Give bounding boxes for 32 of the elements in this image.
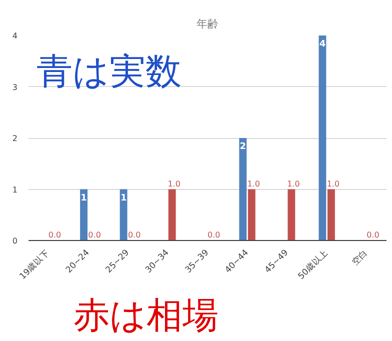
bar xyxy=(239,138,247,240)
data-label: 1.0 xyxy=(247,179,260,188)
y-tick-label: 2 xyxy=(12,134,18,143)
data-label: 0.0 xyxy=(88,230,101,240)
bar xyxy=(80,189,88,240)
data-label: 0.0 xyxy=(366,230,380,240)
y-tick-label: 1 xyxy=(12,185,18,194)
chart-title: 年齢 xyxy=(196,18,218,30)
data-label: 0.0 xyxy=(208,230,220,240)
bar xyxy=(248,189,256,240)
y-tick-label: 4 xyxy=(12,32,18,40)
data-label: 1 xyxy=(120,193,127,204)
data-label: 1 xyxy=(80,193,87,204)
x-tick-label: 50歳以上 xyxy=(296,247,330,282)
y-tick-label: 3 xyxy=(12,82,18,92)
data-label: 1.0 xyxy=(326,179,340,188)
bar xyxy=(318,36,326,240)
data-label: 0.0 xyxy=(48,230,62,240)
bar xyxy=(120,189,128,240)
data-label: 1.0 xyxy=(168,179,180,188)
y-tick-label: 0 xyxy=(12,236,18,246)
data-label: 1.0 xyxy=(287,179,300,188)
text: 赤は相場 xyxy=(74,296,218,336)
bar xyxy=(288,189,296,240)
bar xyxy=(168,189,176,240)
data-label: 0.0 xyxy=(128,230,141,240)
data-label: 4 xyxy=(319,40,326,50)
bar xyxy=(327,189,335,240)
x-tick-label: 空白 xyxy=(350,247,370,268)
annotation: 青は実数 xyxy=(36,52,182,92)
x-tick-label: 19歳以下 xyxy=(17,247,52,282)
data-label: 2 xyxy=(240,142,246,152)
